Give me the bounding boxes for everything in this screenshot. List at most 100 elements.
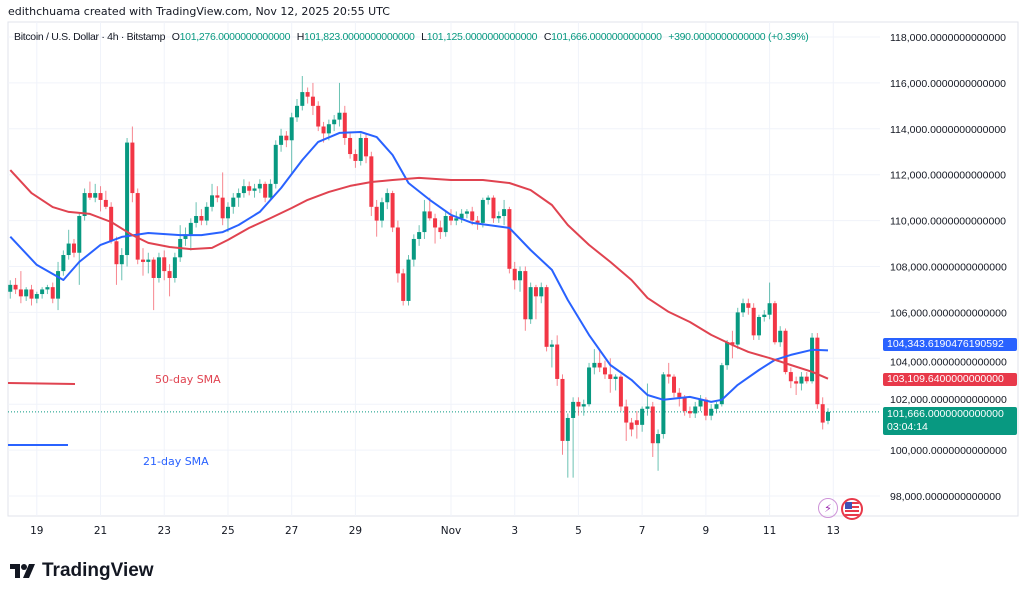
- last-price-value: 101,666.0000000000000: [887, 408, 1004, 420]
- candle-body: [677, 392, 682, 398]
- candle-body: [422, 211, 427, 233]
- candle-body: [820, 404, 825, 423]
- last-price-tag: 101,666.0000000000000 03:04:14: [883, 407, 1017, 435]
- candle-body: [210, 195, 215, 207]
- sma21-line: [9, 131, 829, 403]
- candle: [544, 284, 549, 352]
- candle-body: [114, 241, 119, 265]
- low-value: 101,125.0000000000000: [426, 31, 538, 43]
- candle: [820, 397, 825, 430]
- candle-body: [273, 144, 278, 184]
- candle-body: [316, 105, 321, 127]
- candle: [507, 206, 512, 274]
- candle: [634, 411, 639, 439]
- candle-body: [310, 96, 315, 106]
- candle: [576, 397, 581, 416]
- candle: [348, 133, 353, 159]
- candle-body: [18, 289, 23, 297]
- high-value: 101,823.0000000000000: [304, 31, 415, 43]
- candle: [714, 401, 719, 414]
- candle: [592, 349, 597, 375]
- candle: [178, 225, 183, 262]
- lightning-event-icon[interactable]: ⚡: [818, 498, 838, 518]
- candle-body: [533, 287, 538, 297]
- time-tick-label: 9: [703, 525, 710, 537]
- candle: [512, 261, 517, 290]
- candle-body: [390, 193, 395, 228]
- candle: [555, 335, 560, 386]
- price-tick-label: 102,000.0000000000000: [890, 394, 1007, 406]
- sma50-label: 50-day SMA: [155, 373, 221, 386]
- candle-body: [162, 257, 167, 272]
- candle-body: [788, 372, 793, 382]
- candle: [236, 188, 241, 207]
- time-axis[interactable]: 19 21 23 25 27 29 Nov 3 5 7 9 11 13: [30, 525, 840, 537]
- candle-body: [199, 216, 204, 221]
- candle: [395, 220, 400, 283]
- candle-body: [735, 312, 740, 345]
- candle: [45, 284, 50, 295]
- candle-body: [656, 434, 661, 444]
- price-axis[interactable]: 118,000.0000000000000 116,000.00000000000…: [890, 32, 1007, 503]
- candle-body: [358, 137, 363, 161]
- candle: [225, 202, 230, 233]
- time-tick-label: 19: [30, 525, 43, 537]
- candle: [756, 314, 761, 340]
- price-tick-label: 118,000.0000000000000: [890, 32, 1006, 44]
- candle: [778, 326, 783, 347]
- candle-body: [794, 381, 799, 384]
- candle: [443, 211, 448, 237]
- candle: [268, 179, 273, 200]
- candle: [332, 115, 337, 132]
- candle: [502, 199, 507, 226]
- us-flag-icon[interactable]: [841, 498, 863, 520]
- candle: [735, 307, 740, 350]
- candle: [279, 128, 284, 152]
- candle: [464, 209, 469, 219]
- time-tick-label: Nov: [441, 525, 462, 537]
- candle: [645, 383, 650, 416]
- candle-body: [374, 206, 379, 221]
- candle: [618, 374, 623, 412]
- candle-body: [321, 126, 326, 134]
- time-tick-label: 25: [221, 525, 234, 537]
- candle: [18, 271, 23, 304]
- candle: [119, 248, 124, 281]
- candle-body: [13, 284, 18, 290]
- candle-body: [581, 404, 586, 407]
- candle-body: [156, 257, 161, 278]
- candle-body: [502, 209, 507, 217]
- candle: [50, 282, 55, 304]
- candle-body: [496, 216, 501, 219]
- candle-body: [364, 137, 369, 157]
- candle: [156, 252, 161, 283]
- candle-body: [225, 206, 230, 219]
- candle: [810, 333, 815, 384]
- candle-body: [480, 199, 485, 223]
- candle: [167, 264, 172, 297]
- candle-body: [518, 271, 523, 281]
- candle-body: [730, 342, 735, 345]
- candle: [746, 298, 751, 315]
- candle: [767, 282, 772, 320]
- candle: [252, 183, 257, 198]
- candle: [672, 374, 677, 398]
- tradingview-brand[interactable]: TradingView: [10, 560, 154, 582]
- candle-body: [624, 406, 629, 423]
- candle: [486, 195, 491, 205]
- candle-body: [395, 227, 400, 274]
- candle-body: [512, 268, 517, 281]
- candle-body: [650, 406, 655, 444]
- candle-body: [767, 303, 772, 315]
- close-label: C: [543, 31, 552, 43]
- candle-body: [263, 183, 268, 198]
- candle: [204, 202, 209, 226]
- candle: [762, 310, 767, 322]
- candle: [448, 209, 453, 226]
- candle: [34, 291, 39, 304]
- symbol-title[interactable]: Bitcoin / U.S. Dollar · 4h · Bitstamp: [14, 31, 166, 43]
- time-tick-label: 11: [763, 525, 776, 537]
- candle-body: [528, 287, 533, 320]
- candle: [342, 105, 347, 145]
